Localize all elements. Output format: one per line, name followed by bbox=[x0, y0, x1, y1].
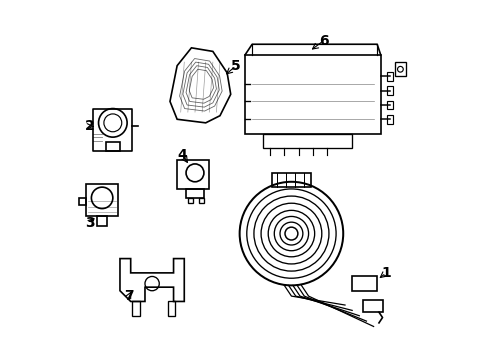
Bar bbox=[132, 301, 140, 316]
Bar bbox=[387, 115, 392, 123]
Text: 4: 4 bbox=[177, 148, 187, 162]
Bar bbox=[387, 86, 392, 95]
Bar bbox=[263, 134, 352, 148]
Bar bbox=[188, 198, 193, 203]
Bar bbox=[387, 72, 392, 81]
Bar bbox=[86, 184, 118, 216]
Bar bbox=[198, 198, 204, 203]
Bar bbox=[79, 198, 86, 205]
Bar bbox=[352, 276, 377, 291]
Bar bbox=[93, 109, 132, 152]
Bar bbox=[272, 173, 311, 187]
Bar bbox=[387, 101, 392, 109]
Bar bbox=[395, 62, 406, 76]
Bar bbox=[186, 189, 204, 198]
Text: 2: 2 bbox=[85, 120, 95, 134]
Bar bbox=[177, 160, 209, 189]
Text: 5: 5 bbox=[231, 59, 241, 73]
Text: 6: 6 bbox=[319, 34, 328, 48]
Bar bbox=[106, 143, 120, 152]
Text: 3: 3 bbox=[85, 216, 95, 230]
Bar bbox=[363, 300, 383, 312]
Text: 7: 7 bbox=[124, 289, 134, 303]
Bar bbox=[245, 55, 381, 134]
Text: 1: 1 bbox=[381, 266, 391, 280]
Bar bbox=[168, 301, 175, 316]
Bar bbox=[97, 216, 107, 226]
